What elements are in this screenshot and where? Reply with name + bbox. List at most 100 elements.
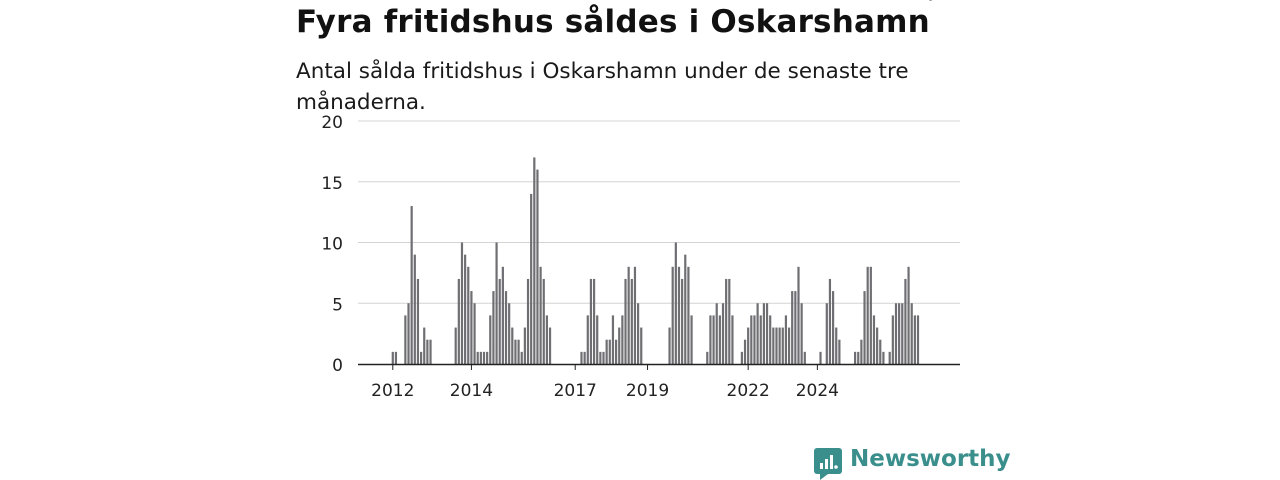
bar (473, 303, 476, 364)
bar (740, 351, 743, 364)
bar (706, 351, 709, 364)
bar (602, 351, 605, 364)
bar (872, 315, 876, 364)
bar (482, 351, 486, 364)
bar (633, 266, 637, 364)
bar (718, 315, 721, 364)
bar (869, 266, 872, 364)
newsworthy-logo: Newsworthy (814, 446, 1014, 480)
bar (476, 351, 479, 364)
bar (583, 351, 586, 364)
bar (894, 303, 898, 364)
bar (784, 315, 788, 364)
bar (775, 327, 778, 364)
bar (860, 339, 863, 364)
bar (592, 278, 596, 364)
bar (879, 339, 882, 364)
annotations: 4 (929, 0, 940, 5)
bar (608, 339, 611, 364)
bar (492, 291, 495, 364)
bar (486, 351, 489, 364)
bar (479, 351, 482, 364)
bar (526, 278, 530, 364)
bar (838, 339, 841, 364)
bar (614, 339, 618, 364)
bar (454, 327, 457, 364)
y-tick-label: 0 (332, 356, 343, 376)
y-axis-ticks: 0 5 10 15 20 (321, 113, 343, 376)
y-tick-label: 20 (321, 113, 343, 133)
bar (731, 315, 734, 364)
bar (589, 278, 593, 364)
bar (668, 327, 671, 364)
gridlines (358, 120, 960, 304)
bar (803, 351, 806, 364)
bar (835, 327, 838, 364)
bar (687, 266, 690, 364)
bar (759, 315, 762, 364)
bar (410, 206, 413, 364)
bar (542, 278, 545, 364)
bar (674, 242, 677, 364)
bar (523, 327, 526, 364)
newsworthy-logo-icon (814, 448, 842, 480)
bar (753, 315, 756, 364)
bar (457, 278, 460, 364)
bar (681, 278, 684, 364)
bar (596, 315, 599, 364)
bar (690, 315, 693, 364)
bar (539, 266, 542, 364)
bar (787, 327, 791, 364)
bar (825, 303, 828, 364)
bar (756, 303, 759, 364)
bar (888, 351, 891, 364)
bar (605, 339, 608, 364)
bar (781, 327, 784, 364)
bar (684, 254, 687, 364)
brand-name: Newsworthy (850, 446, 1011, 472)
bar (762, 303, 765, 364)
chart-title: Fyra fritidshus såldes i Oskarshamn (296, 4, 930, 40)
bar (671, 266, 674, 364)
bar (501, 266, 504, 364)
bar (907, 266, 910, 364)
bar (797, 266, 800, 364)
bar (548, 327, 552, 364)
bar (467, 266, 470, 364)
bar (882, 351, 885, 364)
bar (391, 351, 394, 364)
bar (913, 315, 916, 364)
bar (545, 315, 548, 364)
bar (857, 351, 860, 364)
bar (511, 327, 514, 364)
bar (863, 291, 866, 364)
bar (794, 291, 797, 364)
bar (416, 278, 420, 364)
bar (712, 315, 715, 364)
bar (423, 327, 426, 364)
bar (618, 327, 621, 364)
bar (580, 351, 583, 364)
bar (728, 278, 731, 364)
x-axis-ticks: 2012 2014 2017 2019 2022 2024 (371, 364, 839, 401)
bar (429, 339, 432, 364)
bar (715, 303, 718, 364)
y-tick-label: 15 (321, 174, 343, 194)
bar (747, 327, 750, 364)
bar (394, 351, 398, 364)
bar (520, 351, 523, 364)
bar (721, 303, 725, 364)
bar (800, 303, 803, 364)
bar (876, 327, 879, 364)
x-tick-label: 2024 (796, 381, 839, 401)
bar (743, 339, 747, 364)
bar (891, 315, 894, 364)
bar (640, 327, 643, 364)
bar (637, 303, 640, 364)
x-tick-label: 2012 (371, 381, 414, 401)
bar (677, 266, 681, 364)
bar (769, 315, 772, 364)
bar (495, 242, 498, 364)
bar (508, 303, 511, 364)
